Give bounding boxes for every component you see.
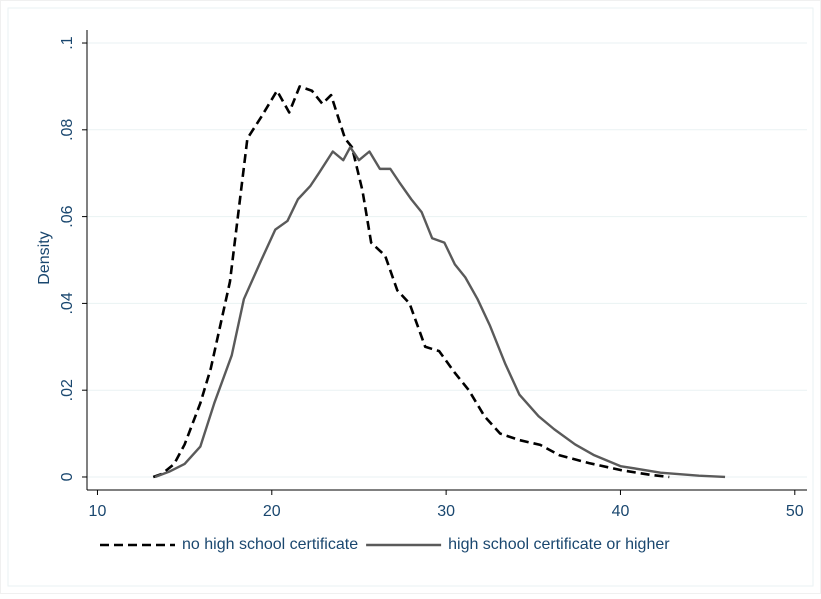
y-tick-label: 0 — [59, 472, 76, 481]
y-axis-title: Density — [36, 231, 53, 284]
x-tick-label: 30 — [437, 503, 455, 520]
series-line — [154, 145, 726, 479]
y-tick-label: .02 — [59, 379, 76, 401]
series-line — [152, 85, 670, 479]
x-tick-label: 10 — [89, 503, 107, 520]
y-tick-label: .06 — [59, 205, 76, 227]
x-tick-label: 50 — [786, 503, 804, 520]
y-tick-label: .04 — [59, 292, 76, 314]
y-tick-label: .08 — [59, 119, 76, 141]
legend-label: high school certificate or higher — [448, 536, 670, 553]
y-tick-label: .1 — [59, 36, 76, 49]
x-tick-label: 20 — [263, 503, 281, 520]
legend-label: no high school certificate — [182, 536, 358, 553]
x-tick-label: 40 — [612, 503, 630, 520]
plot-region — [7, 7, 814, 587]
